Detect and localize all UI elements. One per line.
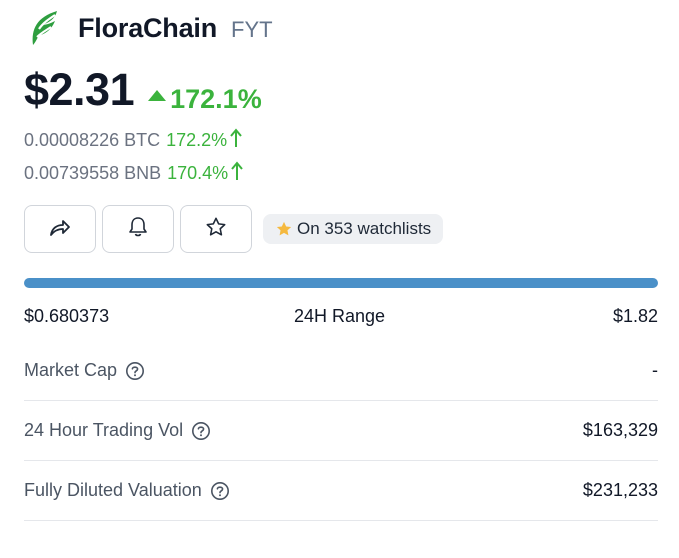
help-circle-icon[interactable]: [210, 481, 230, 501]
help-circle-icon[interactable]: [125, 361, 145, 381]
arrow-up-icon: [230, 161, 244, 186]
btc-conversion: 0.00008226 BTC 172.2%: [24, 128, 243, 153]
action-buttons: On 353 watchlists: [24, 205, 444, 253]
bnb-change: 170.4%: [167, 161, 244, 186]
fdv-value: $231,233: [582, 480, 658, 500]
trading-vol-value: $163,329: [582, 420, 658, 440]
coin-header: FloraChain FYT: [26, 8, 273, 48]
share-icon: [49, 217, 71, 242]
star-icon: [205, 216, 227, 243]
stat-label: Market Cap: [24, 360, 145, 381]
bnb-conversion: 0.00739558 BNB 170.4%: [24, 161, 244, 186]
stat-label: Fully Diluted Valuation: [24, 480, 230, 501]
range-label: 24H Range: [294, 306, 386, 326]
market-cap-value: -: [652, 360, 658, 380]
bell-icon: [128, 216, 148, 243]
bnb-change-value: 170.4%: [167, 163, 229, 183]
range-bar: [24, 278, 658, 288]
btc-change: 172.2%: [166, 128, 243, 153]
watchlist-label: On 353 watchlists: [297, 219, 432, 238]
coin-price: $2.31: [24, 64, 135, 115]
add-watchlist-button[interactable]: [180, 205, 252, 253]
caret-up-icon: [148, 90, 167, 101]
help-circle-icon[interactable]: [191, 421, 211, 441]
arrow-up-icon: [229, 128, 243, 153]
price-row: $2.31 172.1%: [24, 64, 262, 116]
market-cap-label: Market Cap: [24, 360, 118, 380]
share-button[interactable]: [24, 205, 96, 253]
coin-name: FloraChain: [78, 12, 218, 43]
watchlist-count-badge: On 353 watchlists: [263, 214, 444, 244]
stat-label: 24 Hour Trading Vol: [24, 420, 211, 441]
stat-row-fdv: Fully Diluted Valuation $231,233: [24, 461, 658, 521]
bnb-amount: 0.00739558 BNB: [24, 163, 162, 183]
fdv-label: Fully Diluted Valuation: [24, 480, 202, 500]
star-filled-icon: [275, 220, 293, 238]
price-change-value: 172.1%: [170, 84, 262, 114]
btc-amount: 0.00008226 BTC: [24, 130, 161, 150]
florachain-logo-icon: [26, 9, 64, 47]
trading-vol-label: 24 Hour Trading Vol: [24, 420, 184, 440]
btc-change-value: 172.2%: [166, 130, 228, 150]
coin-symbol: FYT: [231, 16, 273, 42]
price-alert-button[interactable]: [102, 205, 174, 253]
price-change: 172.1%: [148, 84, 262, 115]
stat-row-market-cap: Market Cap -: [24, 341, 658, 401]
range-high: $1.82: [612, 306, 658, 326]
stat-row-trading-vol: 24 Hour Trading Vol $163,329: [24, 401, 658, 461]
range-row: $0.680373 24H Range $1.82: [24, 306, 658, 330]
range-low: $0.680373: [24, 306, 110, 326]
